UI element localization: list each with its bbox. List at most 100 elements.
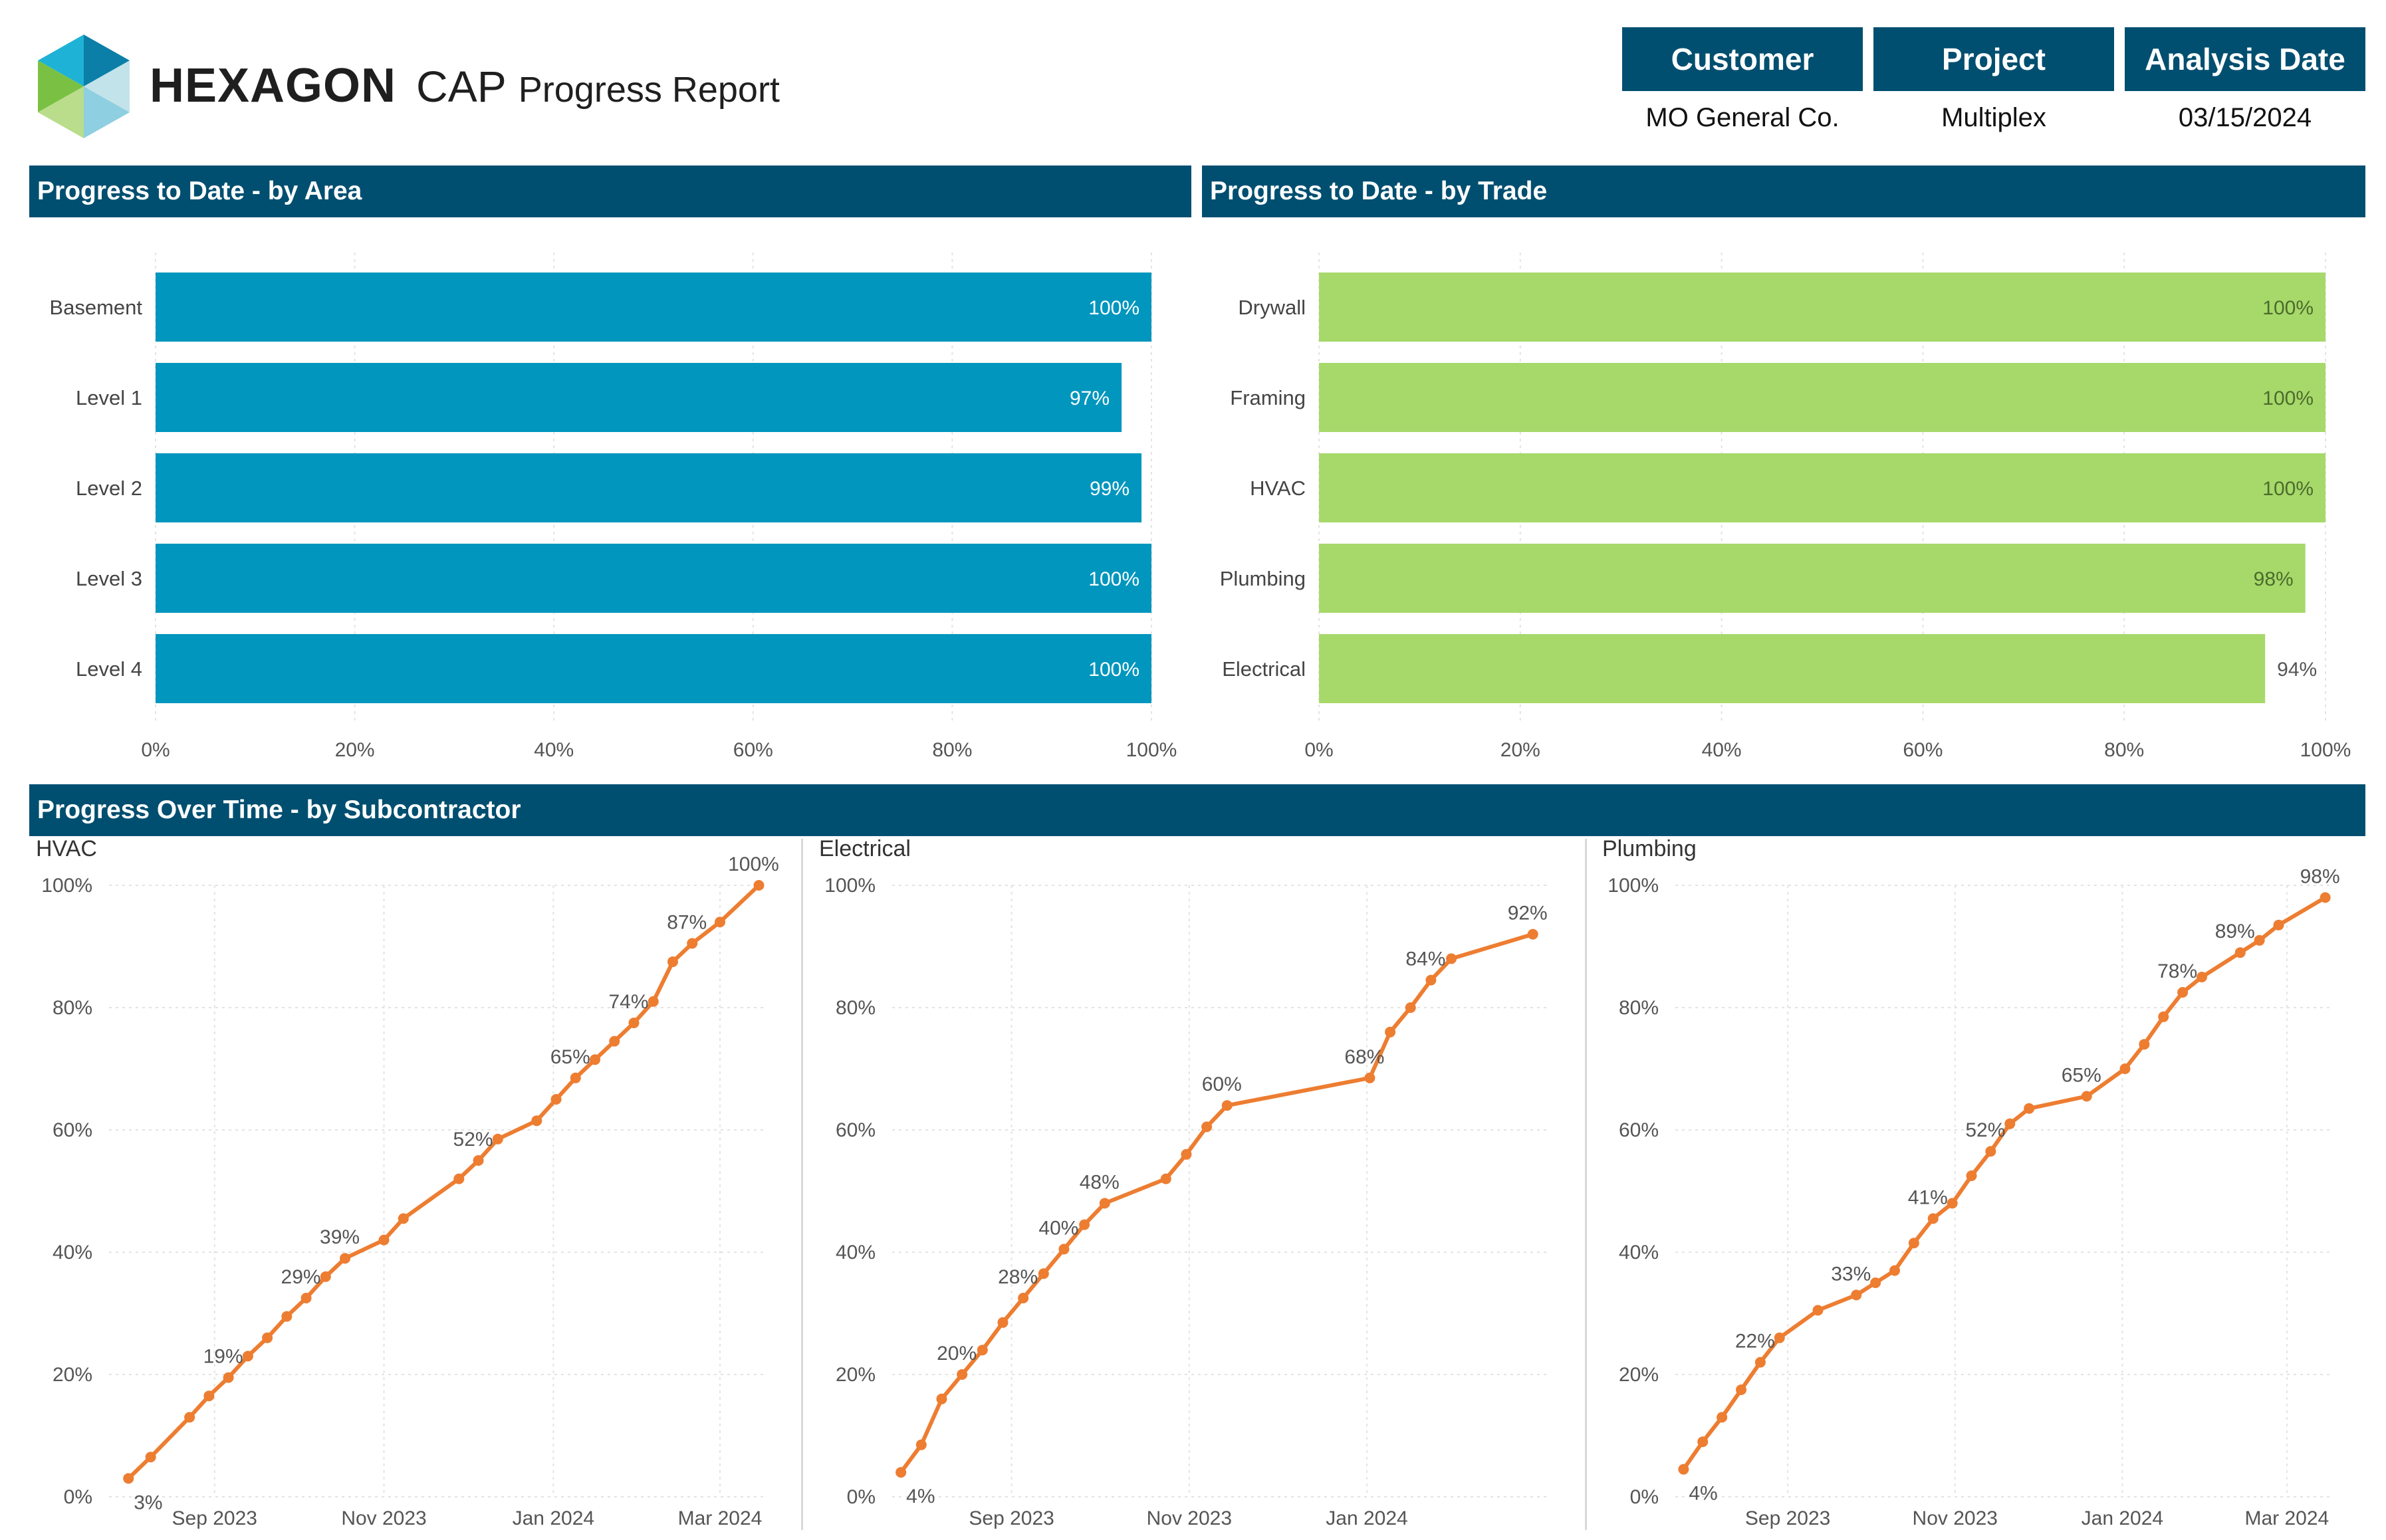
section-title-by-trade: Progress to Date - by Trade <box>1202 165 2365 217</box>
area-progress-chart: 0% 20% 40% 60% 80% 100% Basement 100% Level 1 97%… <box>49 253 1177 761</box>
data-label: 94% <box>2277 659 2317 681</box>
data-label: 52% <box>1965 1119 2005 1141</box>
data-label: 100% <box>728 853 779 875</box>
category-label: Drywall <box>1238 296 1306 319</box>
data-label: 100% <box>1088 297 1139 319</box>
section-title-over-time: Progress Over Time - by Subcontractor <box>29 784 2365 836</box>
bar <box>156 273 1151 342</box>
data-point <box>628 1018 640 1028</box>
data-label: 39% <box>320 1226 360 1248</box>
data-point <box>145 1452 156 1463</box>
x-tick-label: Jan 2024 <box>2082 1507 2163 1529</box>
y-tick-label: 40% <box>53 1242 92 1264</box>
chart-title: Electrical <box>819 836 911 861</box>
data-point <box>714 917 725 928</box>
project-header: Project <box>1873 27 2114 91</box>
analysis-date-header: Analysis Date <box>2125 27 2365 91</box>
data-point <box>1851 1289 1862 1301</box>
data-point <box>398 1213 409 1224</box>
data-point <box>184 1412 195 1423</box>
data-label: 65% <box>550 1046 590 1068</box>
x-tick-label: 100% <box>1126 739 1177 761</box>
x-tick-label: Mar 2024 <box>2245 1507 2329 1529</box>
data-point <box>1812 1305 1824 1316</box>
data-point <box>262 1332 273 1343</box>
data-label: 40% <box>1038 1217 1078 1239</box>
data-point <box>2024 1103 2035 1114</box>
y-tick-label: 20% <box>1619 1364 1659 1386</box>
data-label: 33% <box>1831 1263 1871 1285</box>
data-point <box>123 1473 134 1484</box>
data-point <box>1927 1213 1939 1224</box>
data-point <box>1985 1146 1996 1157</box>
x-tick-label: 0% <box>141 739 170 761</box>
category-label: Level 4 <box>76 657 142 681</box>
x-tick-label: 40% <box>534 739 574 761</box>
data-label: 98% <box>2300 865 2340 887</box>
data-label: 100% <box>1088 568 1139 590</box>
bar <box>1319 544 2306 613</box>
x-tick-label: 20% <box>1500 739 1540 761</box>
x-tick-label: Sep 2023 <box>1745 1507 1830 1529</box>
bar <box>156 453 1142 522</box>
hvac-progress-chart: HVAC 0% 20% 40% 60% 80% 100% Sep 2023 Nov 2023 Ja… <box>36 836 779 1529</box>
x-tick-label: 20% <box>335 739 375 761</box>
data-label: 29% <box>281 1266 321 1288</box>
data-point <box>2320 892 2331 903</box>
data-label: 74% <box>608 991 648 1013</box>
data-point <box>957 1369 968 1380</box>
x-tick-label: 0% <box>1304 739 1333 761</box>
y-tick-label: 80% <box>1619 997 1659 1019</box>
y-tick-label: 80% <box>53 997 92 1019</box>
series-line <box>1681 895 2327 1471</box>
y-tick-label: 100% <box>1608 875 1659 897</box>
customer-header: Customer <box>1622 27 1863 91</box>
data-point <box>590 1054 601 1065</box>
category-label: Plumbing <box>1220 567 1306 590</box>
data-point <box>2158 1011 2169 1022</box>
chart-title: HVAC <box>36 836 97 861</box>
y-tick-label: 40% <box>836 1242 876 1264</box>
data-point <box>753 880 765 891</box>
electrical-progress-chart: Electrical 0% 20% 40% 60% 80% 100% Sep 2023 Nov … <box>819 836 1550 1529</box>
data-point <box>550 1094 562 1105</box>
data-point <box>1385 1026 1396 1038</box>
x-tick-label: 40% <box>1702 739 1742 761</box>
x-tick-label: Nov 2023 <box>1147 1507 1232 1529</box>
category-label: Framing <box>1230 386 1306 409</box>
data-point <box>1221 1100 1233 1111</box>
bar <box>1319 634 2266 703</box>
data-point <box>1446 953 1457 964</box>
data-point <box>242 1351 253 1362</box>
data-label: 89% <box>2215 921 2255 942</box>
data-point <box>300 1293 312 1303</box>
brand-report: Progress Report <box>518 70 780 110</box>
section-title-by-area: Progress to Date - by Area <box>29 165 1191 217</box>
data-point <box>473 1155 484 1166</box>
category-label: Level 1 <box>76 386 142 409</box>
data-point <box>1717 1412 1728 1423</box>
data-label: 92% <box>1508 903 1548 925</box>
data-point <box>1527 929 1538 940</box>
data-label: 100% <box>2262 478 2314 500</box>
x-tick-label: Nov 2023 <box>341 1507 426 1529</box>
data-label: 97% <box>1070 387 1110 409</box>
data-point <box>687 938 698 949</box>
y-tick-label: 20% <box>836 1364 876 1386</box>
data-point <box>2119 1063 2131 1074</box>
data-point <box>223 1372 234 1383</box>
chart-title: Plumbing <box>1602 836 1697 861</box>
data-label: 19% <box>203 1346 243 1368</box>
chart-divider <box>801 839 803 1530</box>
data-point <box>1181 1149 1192 1160</box>
data-label: 100% <box>2262 297 2314 319</box>
data-point <box>1736 1384 1746 1395</box>
category-label: Level 3 <box>76 567 142 590</box>
brand-title: HEXAGON CAP Progress Report <box>150 58 780 118</box>
x-tick-label: Mar 2024 <box>678 1507 763 1529</box>
data-label: 3% <box>134 1491 162 1513</box>
y-tick-label: 20% <box>53 1364 92 1386</box>
data-label: 65% <box>2062 1064 2101 1086</box>
data-point <box>1774 1332 1785 1343</box>
category-label: Basement <box>49 296 142 319</box>
